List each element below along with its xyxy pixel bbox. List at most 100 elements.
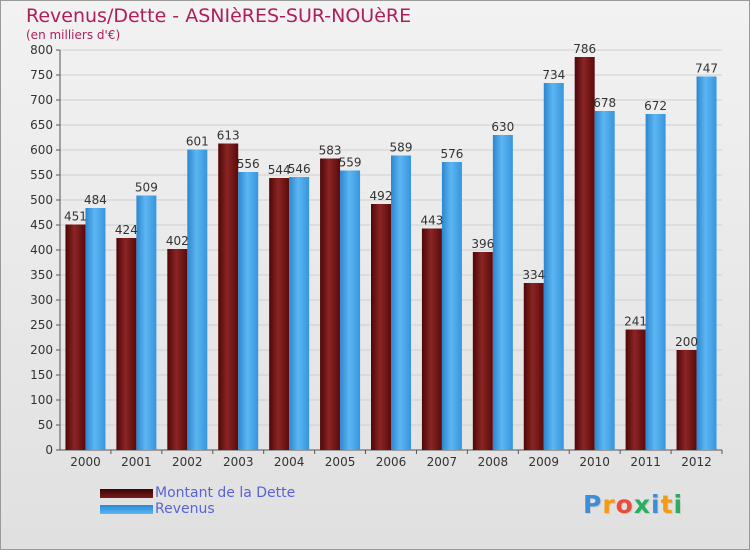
data-label-revenus: 678 (593, 96, 616, 110)
y-tick-label: 500 (30, 193, 53, 207)
legend-swatch-revenus (100, 505, 153, 514)
legend: Montant de la Dette Revenus (100, 485, 360, 518)
bar-revenus (85, 208, 106, 450)
bar-revenus (645, 114, 666, 450)
logo-letter: i (651, 490, 661, 519)
y-tick-label: 0 (45, 443, 53, 457)
y-tick-label: 650 (30, 118, 53, 132)
data-label-dette: 613 (217, 129, 240, 143)
y-tick-label: 200 (30, 343, 53, 357)
data-label-revenus: 546 (288, 162, 311, 176)
y-tick-label: 550 (30, 168, 53, 182)
y-tick-label: 350 (30, 268, 53, 282)
data-label-revenus: 556 (237, 157, 260, 171)
bars (65, 57, 717, 450)
y-tick-label: 400 (30, 243, 53, 257)
bar-revenus (238, 172, 259, 450)
bar-revenus (289, 177, 310, 450)
x-tick-label: 2003 (223, 455, 254, 469)
x-tick-label: 2000 (70, 455, 101, 469)
data-label-dette: 402 (166, 234, 189, 248)
data-label-revenus: 576 (440, 147, 463, 161)
bar-revenus (391, 155, 411, 450)
bar-dette (65, 224, 86, 450)
x-tick-label: 2004 (274, 455, 305, 469)
data-label-dette: 424 (115, 223, 138, 237)
x-tick-label: 2002 (172, 455, 203, 469)
data-label-dette: 544 (268, 163, 291, 177)
y-tick-label: 50 (38, 418, 53, 432)
data-label-dette: 451 (64, 210, 87, 224)
logo-letter: t (660, 490, 674, 519)
x-tick-label: 2005 (325, 455, 356, 469)
y-tick-label: 700 (30, 93, 53, 107)
bar-dette (421, 228, 442, 450)
bar-dette (676, 350, 697, 450)
data-label-revenus: 509 (135, 181, 158, 195)
bar-dette (320, 158, 341, 450)
logo-letter: r (602, 490, 616, 519)
bar-revenus (492, 135, 513, 450)
y-tick-label: 100 (30, 393, 53, 407)
data-label-dette: 583 (319, 144, 342, 158)
data-label-dette: 786 (573, 42, 596, 56)
chart-subtitle: (en milliers d'€) (26, 28, 121, 42)
bar-dette (269, 178, 290, 450)
x-tick-label: 2007 (427, 455, 458, 469)
x-tick-label: 2006 (376, 455, 407, 469)
data-label-dette: 492 (370, 189, 393, 203)
y-tick-label: 600 (30, 143, 53, 157)
y-tick-label: 150 (30, 368, 53, 382)
data-label-revenus: 484 (84, 193, 107, 207)
data-label-dette: 396 (471, 237, 494, 251)
x-tick-label: 2009 (528, 455, 559, 469)
bar-revenus (340, 170, 361, 450)
data-label-revenus: 559 (339, 156, 362, 170)
bar-revenus (187, 149, 208, 450)
bar-revenus (543, 83, 564, 450)
legend-item-revenus: Revenus (100, 501, 360, 518)
legend-swatch-dette (100, 489, 153, 498)
data-label-dette: 200 (675, 335, 698, 349)
logo-letter: i (673, 490, 684, 519)
y-tick-label: 450 (30, 218, 53, 232)
data-label-dette: 443 (420, 214, 443, 228)
logo-letter: o (615, 490, 634, 519)
legend-item-dette: Montant de la Dette (100, 485, 360, 502)
y-tick-label: 750 (30, 68, 53, 82)
logo-letter: P (583, 490, 603, 519)
bar-revenus (696, 76, 717, 450)
bar-dette (218, 143, 239, 450)
data-label-dette: 334 (522, 268, 545, 282)
logo-letter: x (633, 490, 651, 519)
proxiti-logo: Proxiti (583, 490, 683, 519)
bar-revenus (441, 162, 462, 450)
legend-label-revenus: Revenus (155, 501, 215, 517)
x-tick-label: 2001 (121, 455, 152, 469)
y-tick-label: 300 (30, 293, 53, 307)
data-label-revenus: 601 (186, 135, 209, 149)
data-label-revenus: 630 (491, 120, 514, 134)
x-tick-label: 2012 (681, 455, 712, 469)
bar-dette (116, 238, 137, 450)
bar-dette (167, 249, 188, 450)
bar-dette (574, 57, 595, 450)
data-label-revenus: 672 (644, 99, 667, 113)
data-label-revenus: 589 (390, 141, 413, 155)
bar-dette (523, 283, 544, 450)
bar-revenus (594, 111, 615, 450)
chart-title: Revenus/Dette - ASNIèRES-SUR-NOUèRE (26, 5, 412, 27)
data-label-revenus: 734 (542, 68, 565, 82)
bar-dette (625, 329, 646, 450)
legend-label-dette: Montant de la Dette (155, 485, 296, 501)
bar-dette (472, 252, 493, 450)
bar-revenus (136, 195, 157, 450)
x-tick-label: 2008 (478, 455, 509, 469)
y-tick-label: 250 (30, 318, 53, 332)
data-label-dette: 241 (624, 315, 647, 329)
bar-dette (371, 204, 391, 450)
y-tick-label: 800 (30, 43, 53, 57)
x-tick-label: 2010 (579, 455, 610, 469)
